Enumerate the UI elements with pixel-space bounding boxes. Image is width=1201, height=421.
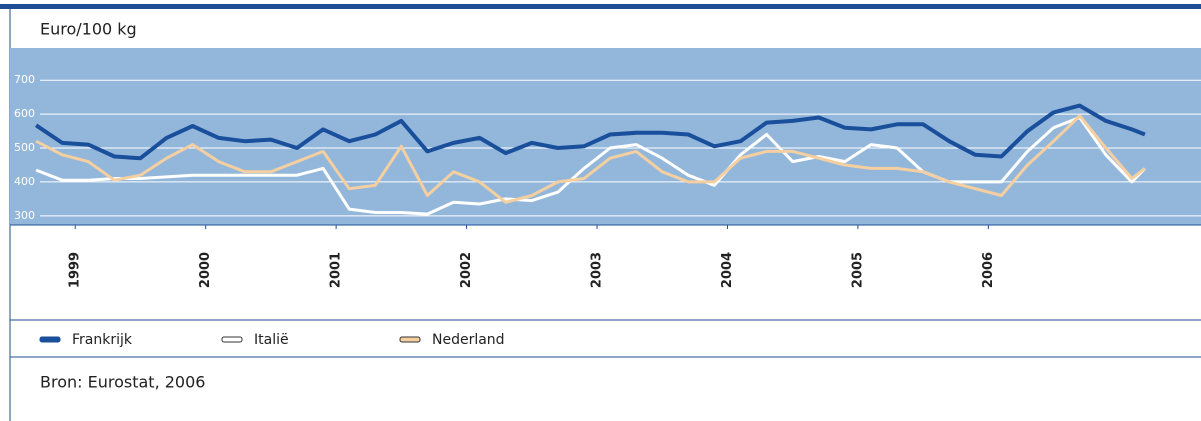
source: Bron: Eurostat, 2006 bbox=[40, 373, 205, 392]
x-tick-label: 2001 bbox=[329, 252, 344, 288]
series-line bbox=[35, 116, 1146, 216]
legend-label: Nederland bbox=[432, 332, 505, 348]
x-tick-label: 2000 bbox=[198, 252, 213, 288]
x-tick-label: 2006 bbox=[981, 252, 996, 288]
x-tick-label: 1999 bbox=[68, 252, 83, 288]
x-tick-label: 2003 bbox=[590, 252, 605, 288]
series-line bbox=[34, 103, 1146, 161]
legend-label: Frankrijk bbox=[72, 332, 133, 348]
y-tick-label: 700 bbox=[14, 73, 35, 86]
legend-swatch bbox=[221, 336, 243, 343]
x-tick-label: 2004 bbox=[720, 252, 735, 288]
x-tick-label: 2002 bbox=[459, 252, 474, 288]
series-line bbox=[35, 114, 1146, 204]
y-tick-label: 300 bbox=[14, 209, 35, 222]
y-tick-label: 400 bbox=[14, 175, 35, 188]
y-tick-label: 600 bbox=[14, 107, 35, 120]
legend-swatch bbox=[399, 336, 421, 343]
chart-title: Euro/100 kg bbox=[40, 20, 137, 39]
legend-label: Italië bbox=[254, 332, 289, 348]
y-tick-label: 500 bbox=[14, 141, 35, 154]
x-tick-label: 2005 bbox=[850, 252, 865, 288]
legend-swatch bbox=[39, 336, 61, 343]
top-border bbox=[0, 4, 1201, 9]
